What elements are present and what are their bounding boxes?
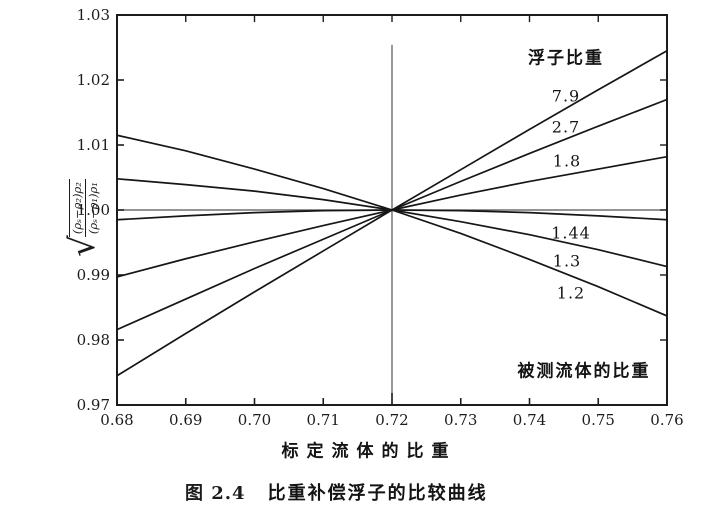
curve-label-1-44: 1.44 (551, 223, 591, 243)
curve-label-1-3: 1.3 (552, 251, 582, 271)
formula-numerator: (ρₛ−ρ₂)ρ₂ (69, 179, 86, 238)
formula-denominator: (ρₛ−ρ₁)ρ₁ (85, 182, 100, 235)
curve-label-1-2: 1.2 (556, 283, 586, 303)
x-tick-label: 0.70 (237, 411, 272, 429)
x-tick-label: 0.71 (306, 411, 340, 429)
x-tick-label: 0.74 (512, 411, 547, 429)
x-tick-label: 0.72 (375, 411, 409, 429)
curve-label-1-8: 1.8 (552, 151, 582, 171)
figure-caption: 图 2.4 比重补偿浮子的比较曲线 (185, 479, 488, 505)
x-tick-label: 0.76 (650, 411, 684, 429)
caption-text: 比重补偿浮子的比较曲线 (267, 483, 488, 503)
formula-fraction: (ρₛ−ρ₂)ρ₂ (ρₛ−ρ₁)ρ₁ (68, 179, 100, 238)
x-tick-label: 0.68 (100, 411, 134, 429)
x-tick-label: 0.75 (581, 411, 615, 429)
radical-sign-icon: √ (63, 235, 103, 257)
y-tick-label: 0.97 (76, 396, 110, 414)
curve-label-2-7: 2.7 (551, 117, 581, 137)
y-tick-label: 1.02 (76, 71, 110, 89)
caption-number: 图 2.4 (185, 483, 246, 504)
x-tick-label: 0.69 (169, 411, 203, 429)
y-axis-formula: √ (ρₛ−ρ₂)ρ₂ (ρₛ−ρ₁)ρ₁ (62, 170, 106, 266)
curve-label-7-9: 7.9 (551, 86, 581, 106)
legend-title: 浮子比重 (528, 48, 604, 68)
x-axis-label: 标定流体的比重 (281, 441, 457, 461)
y-tick-label: 1.01 (76, 136, 110, 154)
x-tick-label: 0.73 (444, 411, 478, 429)
y-tick-label: 1.00 (76, 201, 110, 219)
curve-1.2 (116, 134, 668, 317)
y-tick-label: 0.98 (76, 331, 110, 349)
measured-fluid-annotation: 被测流体的比重 (517, 361, 651, 381)
y-tick-label: 0.99 (76, 266, 110, 284)
y-tick-label: 1.03 (76, 6, 110, 24)
